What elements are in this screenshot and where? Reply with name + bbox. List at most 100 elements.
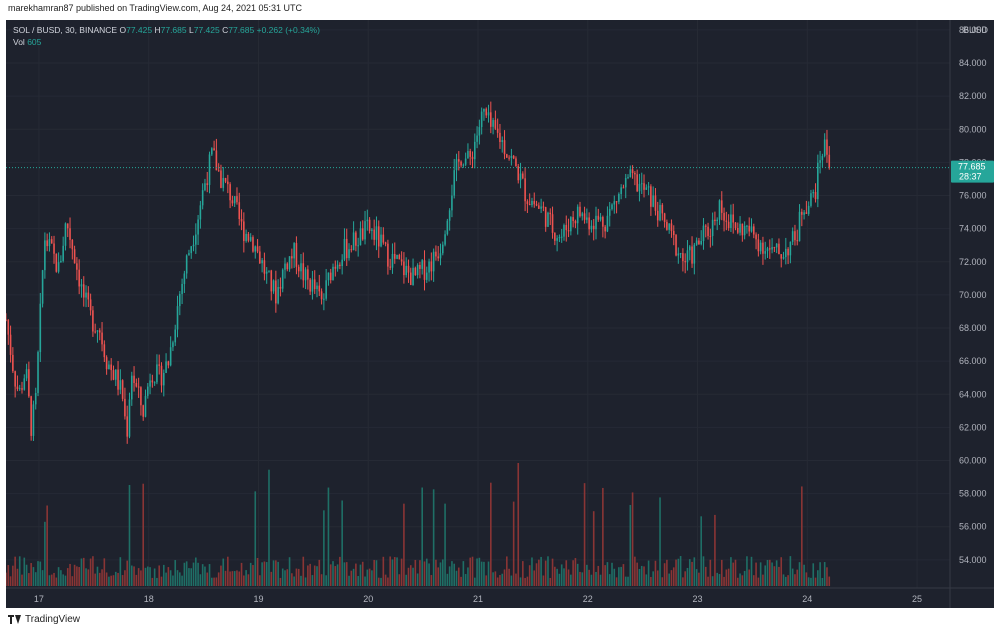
volume-bar [211,577,213,586]
candle-body [140,387,142,406]
candle-body [220,170,222,188]
candle-body [146,386,149,396]
volume-bar [128,484,131,586]
volume-bar [18,556,21,586]
candle-body [318,285,321,292]
volume-bar [535,563,538,586]
grid [6,20,950,588]
volume-bar [302,556,305,586]
tradingview-logo[interactable]: TradingView [8,614,80,625]
volume-bar [730,557,732,586]
volume-bar [441,559,444,586]
volume-bar [78,567,80,586]
candle-body [199,205,202,220]
volume-bar [659,497,661,586]
volume-bar [775,560,778,586]
volume-bar [542,575,545,586]
candle-body [311,279,314,292]
candle-body [741,223,744,236]
volume-bar [707,576,709,586]
candle-body [684,261,686,263]
candle-body [403,261,405,276]
volume-bar [563,568,565,586]
price-tick-label: 86.000 [959,25,987,35]
symbol-label: SOL / BUSD, 30, BINANCE [13,25,118,35]
volume-bar [485,575,488,586]
candle-body [629,169,632,178]
volume-bar [606,562,609,586]
volume-bar [785,576,787,586]
candle-body [30,396,32,436]
candle-body [695,240,698,245]
volume-bar [364,576,366,586]
candle-body [119,380,122,390]
volume-bar [30,563,32,586]
volume-bar [691,561,693,586]
candle-body [325,280,327,299]
volume-bar [231,571,234,586]
volume-bar [533,570,536,586]
candle-body [231,200,234,204]
candle-body [103,344,106,358]
candle-body [188,253,190,256]
candle-body [371,229,373,231]
candle-body [240,219,243,222]
candle-body [320,291,323,300]
candle-body [89,299,92,311]
low-label: L [188,25,194,35]
candle-body [332,266,334,281]
volume-bar [615,577,618,586]
candle-body [281,269,284,289]
volume-bar [341,500,343,586]
candle-body [208,154,211,185]
chart-panel[interactable]: 86.00084.00082.00080.00078.00076.00074.0… [5,20,994,608]
volume-bar [300,575,302,586]
volume-bar [444,503,446,586]
volume-bar [165,572,167,586]
volume-bar [435,559,437,586]
volume-bar [750,556,753,586]
candlestick-chart[interactable]: 86.00084.00082.00080.00078.00076.00074.0… [5,20,994,608]
candle-body [666,221,668,230]
time-tick-label: 20 [363,594,373,604]
candle-body [195,234,197,245]
volume-bar [286,569,289,586]
candle-body [462,164,465,166]
candle-body [144,395,147,417]
volume-bar [332,561,334,586]
candle-body [167,361,170,366]
candle-body [734,222,737,228]
price-tick-label: 58.000 [959,489,987,499]
volume-bar [522,561,524,586]
candle-body [327,272,330,281]
candle-body [650,186,652,207]
candle-body [668,223,670,230]
candle-body [114,369,117,380]
volume-bar [307,565,309,586]
volume-bar [133,566,135,586]
candle-body [794,231,796,241]
volume-bar [682,577,684,586]
candle-body [743,225,746,236]
candle-body [355,232,357,246]
volume-bar [272,560,275,586]
candle-body [256,246,259,252]
candle-body [73,249,76,264]
candle-body [608,209,611,216]
candle-body [503,140,506,155]
candle-body [554,232,556,241]
volume-bar [771,562,773,586]
candle-body [34,392,37,405]
volume-bar [247,574,250,586]
candle-body [272,280,275,292]
volume-bar [371,570,373,586]
candle-body [227,181,229,185]
volume-bar [425,558,428,586]
volume-bar [32,567,35,586]
time-tick-label: 21 [473,594,483,604]
bar-countdown: 28:37 [959,172,982,182]
candle-body [105,357,108,370]
candle-body [437,256,440,259]
candle-body [204,183,206,191]
volume-bar [787,575,789,586]
